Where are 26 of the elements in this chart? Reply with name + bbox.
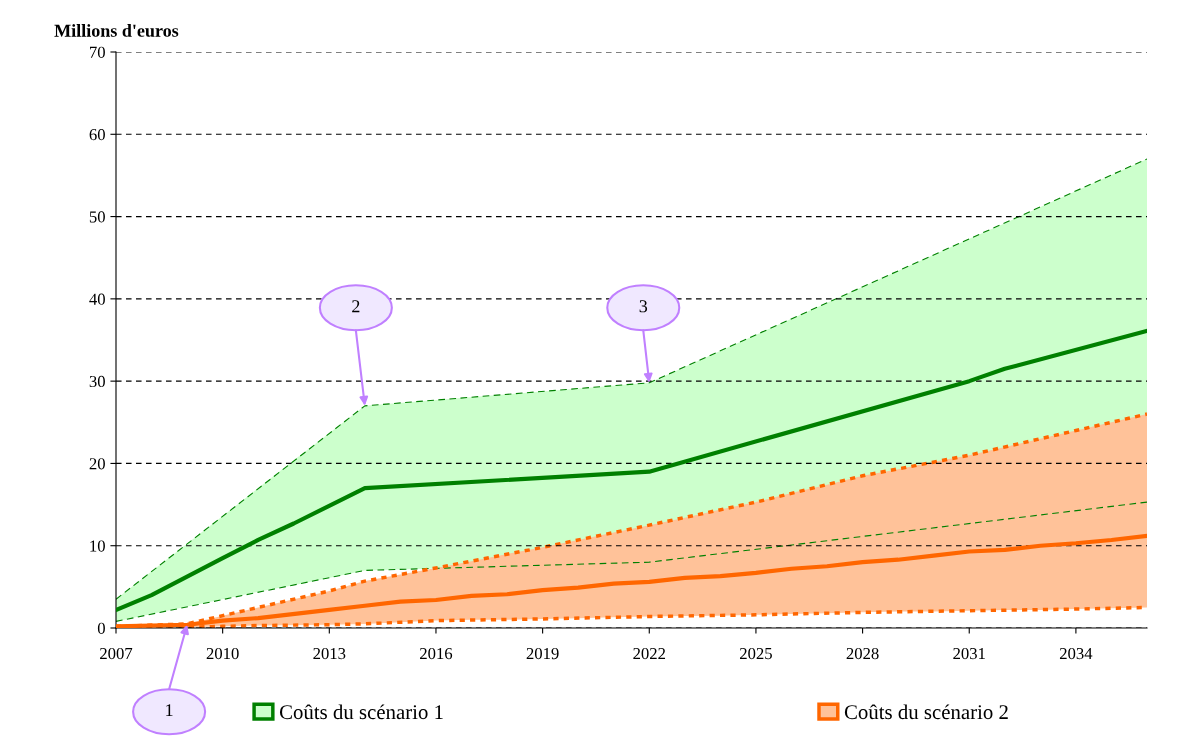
x-tick-label: 2028 <box>846 647 879 660</box>
line-series <box>116 328 1147 612</box>
line-series <box>116 501 1147 622</box>
x-tick-label: 2007 <box>100 647 133 660</box>
annotation: 3 <box>639 300 648 313</box>
x-tick-label: 2022 <box>633 647 666 660</box>
y-axis-title: Millions d'euros <box>54 24 179 37</box>
x-tick-label: 2025 <box>740 647 772 660</box>
x-tick-label: 2034 <box>1059 647 1093 660</box>
y-tick-label: 20 <box>89 458 105 470</box>
legend-label: Coûts du scénario 1 <box>279 704 443 720</box>
y-tick-label: 60 <box>89 128 105 141</box>
annotation: 2 <box>352 300 360 313</box>
x-tick-label: 2016 <box>420 647 453 660</box>
x-tick-label: 2013 <box>313 647 346 660</box>
x-tick-label: 2031 <box>953 647 985 660</box>
y-tick-label: 0 <box>97 622 105 634</box>
legend-label: Coûts du scénario 2 <box>844 704 1008 720</box>
y-tick-label: 10 <box>90 540 105 552</box>
annotation: 1 <box>166 704 173 717</box>
y-tick-label: 70 <box>90 46 105 58</box>
x-tick-label: 2010 <box>206 647 239 660</box>
y-tick-label: 40 <box>89 293 105 305</box>
y-tick-label: 50 <box>89 211 105 223</box>
x-tick-label: 2019 <box>526 647 559 660</box>
y-tick-label: 30 <box>89 375 105 388</box>
